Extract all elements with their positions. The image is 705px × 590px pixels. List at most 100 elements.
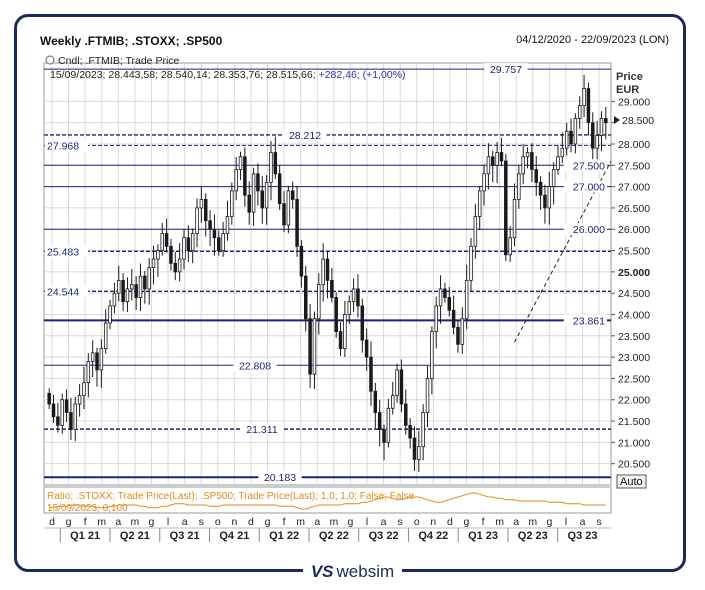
level-label: 27.500 [573, 160, 605, 172]
ratio-legend: Ratio; .STOXX; Trade Price(Last); .SP500… [47, 491, 415, 502]
legend-change: +282,46; (+1,00%) [319, 69, 406, 81]
level-label-bg [563, 314, 607, 327]
candle-body [330, 279, 334, 298]
candle-body [64, 399, 69, 413]
auto-scale-label: Auto [620, 476, 643, 488]
y-tick-label: 22.500 [618, 373, 650, 385]
candle-body [173, 262, 178, 273]
candle-body [95, 352, 99, 371]
level-label: 27.968 [47, 140, 79, 152]
candle-body [169, 245, 173, 264]
candle-body [512, 199, 517, 239]
candle-body [195, 207, 199, 234]
x-month-label: m [495, 516, 504, 528]
candle-body [564, 130, 569, 149]
x-month-label: a [314, 516, 320, 528]
candle-body [495, 152, 499, 166]
candle-body [595, 135, 599, 149]
y-tick-label: 26.500 [618, 203, 650, 215]
candle-body [534, 169, 538, 183]
candle-body [56, 416, 60, 426]
candle-body [395, 369, 399, 396]
candle-body [582, 88, 586, 107]
x-month-label: f [84, 516, 87, 528]
candle-body [108, 305, 112, 324]
y-tick-label: 23.000 [618, 352, 650, 364]
candle-body [525, 152, 530, 158]
x-month-label: g [546, 516, 552, 528]
price-axis: 20.500 21.000 21.500 22.000 22.500 23.000 23.5… [611, 96, 650, 471]
x-month-label: o [215, 516, 221, 528]
x-month-label: m [131, 516, 140, 528]
legend-toggle-icon[interactable] [45, 55, 55, 65]
candle-body [338, 331, 343, 349]
candle-body [269, 152, 273, 183]
x-quarter-label: Q4 22 [418, 530, 448, 542]
legend: Cndl; .FTMIB; Trade Price 15/09/2023; 28… [45, 55, 406, 81]
y-tick-label: 23.500 [618, 331, 650, 343]
candle-body [347, 301, 351, 315]
candle-body [312, 318, 317, 375]
candle-body [504, 160, 508, 256]
candle-body [317, 284, 321, 320]
auto-scale-button[interactable] [616, 474, 647, 489]
candle-body [190, 233, 195, 251]
x-month-label: a [580, 516, 586, 528]
time-axis: d g f m a m g l a s o n d g f m a m g l a s o n d g f m a m g l a sQ1 21 Q… [44, 516, 611, 542]
candle-body [308, 318, 312, 375]
current-price-marker-icon [614, 116, 620, 124]
candle-body [160, 233, 164, 251]
candle-body [577, 105, 582, 119]
candle-body [499, 152, 504, 162]
x-quarter-label: Q3 21 [170, 530, 200, 542]
candle-body [273, 152, 278, 175]
candle-body [430, 331, 434, 379]
candle-body [373, 390, 378, 413]
candle-body [447, 297, 452, 311]
level-label: 23.861 [573, 315, 605, 327]
candle-body [486, 156, 491, 175]
candle-body [238, 156, 243, 170]
y-tick-label: 22.000 [618, 395, 650, 407]
candle-body [556, 156, 560, 170]
candle-body [477, 190, 482, 217]
candle-body [282, 203, 286, 226]
level-label-bg [45, 139, 89, 152]
x-month-label: d [49, 516, 55, 528]
candle-body [360, 305, 365, 341]
y-tick-label: 24.500 [618, 288, 650, 300]
candle-body [225, 216, 230, 234]
y-tick-label: 21.500 [618, 416, 650, 428]
candle-body [573, 118, 578, 145]
candle-body [399, 369, 404, 405]
y-tick-label: 21.000 [618, 437, 650, 449]
candle-body [203, 199, 208, 222]
candle-body [186, 237, 191, 251]
x-month-label: a [381, 516, 387, 528]
x-month-label: s [596, 516, 601, 528]
candle-body [82, 382, 86, 396]
candle-body [482, 173, 486, 192]
candle-body [277, 173, 282, 205]
x-month-label: a [513, 516, 519, 528]
legend-line1: Cndl; .FTMIB; Trade Price [58, 55, 180, 67]
x-month-label: m [329, 516, 338, 528]
candle-body [247, 194, 251, 213]
candle-body [547, 186, 552, 209]
candle-body [456, 326, 460, 345]
candle-body [286, 190, 291, 226]
brand-mark-icon: VS [310, 562, 334, 581]
level-label-bg [563, 159, 607, 172]
candle-body [90, 352, 95, 362]
price-axis-label: Price [616, 71, 643, 83]
candle-body [221, 233, 225, 251]
level-label: 28.212 [289, 130, 321, 142]
level-label: 24.544 [47, 286, 79, 298]
candle-body [408, 424, 412, 439]
level-label: 26.000 [573, 224, 605, 236]
candle-body [112, 292, 117, 307]
candle-body [60, 399, 64, 426]
date-range: 04/12/2020 - 22/09/2023 (LON) [516, 34, 669, 46]
x-quarter-label: Q2 22 [319, 530, 349, 542]
